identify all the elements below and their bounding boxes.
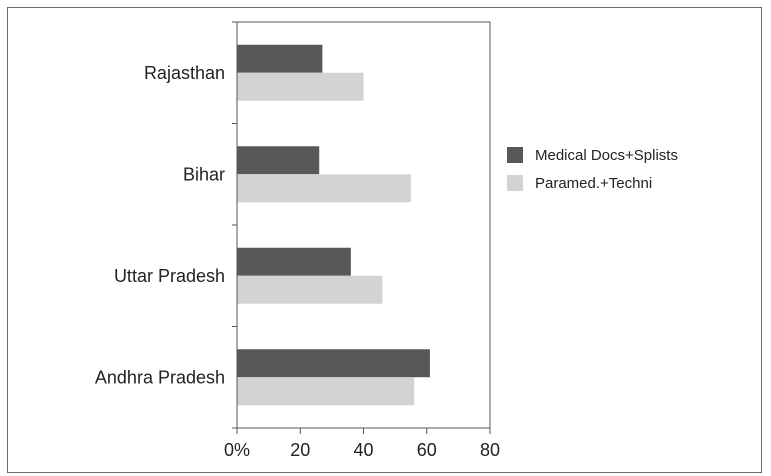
category-label: Andhra Pradesh [95, 367, 225, 387]
x-tick-labels: 0% 20 40 60 80 [224, 440, 500, 460]
bar-andhra-pradesh-series-1 [237, 349, 430, 378]
x-tick-label: 60 [417, 440, 437, 460]
category-labels: Rajasthan Bihar Uttar Pradesh Andhra Prades… [95, 63, 225, 388]
x-tick-label: 80 [480, 440, 500, 460]
legend-swatch-series-1 [507, 147, 523, 163]
bar-bihar-series-1 [237, 146, 320, 175]
category-label: Bihar [183, 164, 225, 184]
legend-swatch-series-2 [507, 175, 523, 191]
bar-uttar-pradesh-series-1 [237, 247, 351, 276]
legend-label: Paramed.+Techni [535, 175, 652, 192]
axes-group [232, 21, 491, 434]
x-tick-label: 0% [224, 440, 250, 460]
legend-label: Medical Docs+Splists [535, 147, 678, 164]
category-label: Rajasthan [144, 63, 225, 83]
legend: Medical Docs+Splists Paramed.+Techni [507, 147, 678, 192]
category-label: Uttar Pradesh [114, 266, 225, 286]
bar-bihar-series-2 [237, 174, 411, 203]
bar-rajasthan-series-1 [237, 44, 323, 73]
bar-uttar-pradesh-series-2 [237, 275, 383, 304]
bar-rajasthan-series-2 [237, 72, 364, 101]
x-tick-label: 20 [290, 440, 310, 460]
bar-andhra-pradesh-series-2 [237, 377, 415, 406]
x-tick-label: 40 [353, 440, 373, 460]
bars-group [237, 44, 430, 406]
